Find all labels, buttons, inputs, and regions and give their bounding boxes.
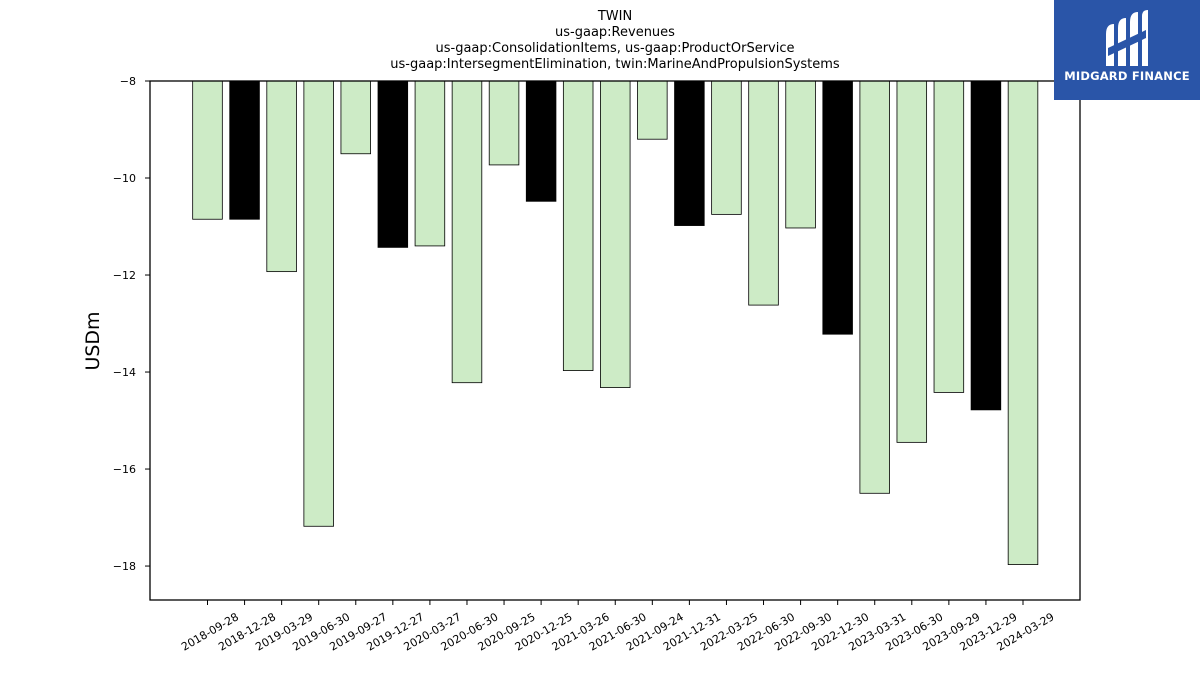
y-tick-label: −18 [113,560,136,573]
bar-2020-06-30 [451,80,483,384]
bar-2022-09-30 [785,80,816,229]
bar-2020-12-25 [525,80,557,202]
bar-2021-09-24 [637,80,668,140]
bar-2022-12-30 [822,80,853,335]
y-tick-label: −12 [113,269,136,282]
y-tick-label: −10 [113,172,136,185]
y-axis-label: USDm [82,311,104,370]
bar-2018-12-28 [229,80,260,220]
bars-group [192,80,1039,565]
y-tick-label: −16 [113,463,136,476]
bar-2020-09-25 [488,80,520,166]
bar-2021-12-31 [674,80,705,226]
plot-frame [149,80,1081,601]
bar-2019-12-27 [377,80,409,248]
chart-title-line-4: us-gaap:IntersegmentElimination, twin:Ma… [390,57,840,72]
bar-2021-03-26 [562,80,594,371]
bar-2019-06-30 [303,80,334,527]
logo-text: MIDGARD FINANCE [1064,69,1190,83]
bar-2019-09-27 [340,80,372,155]
chart-title-line-2: us-gaap:Revenues [555,25,675,40]
bar-2020-03-27 [414,80,446,247]
bar-2023-03-31 [859,80,890,494]
bar-2018-09-28 [192,80,223,220]
bar-2024-03-29 [1007,80,1039,565]
midgard-finance-logo: MIDGARD FINANCE [1054,0,1200,100]
y-tick-label: −8 [120,75,136,88]
chart-title-line-1: TWIN [597,9,632,24]
bar-2021-06-30 [600,80,631,388]
chart-title-line-3: us-gaap:ConsolidationItems, us-gaap:Prod… [436,41,795,56]
bar-2023-06-30 [896,80,928,443]
bar-2022-03-25 [711,80,742,215]
y-axis: −8 −10 −12 −14 −16 −18 [113,75,150,573]
y-tick-label: −14 [113,366,136,379]
midgard-logo-icon [1106,10,1148,66]
bar-2023-12-29 [970,80,1002,411]
chart-title: TWIN us-gaap:Revenues us-gaap:Consolidat… [390,9,840,72]
x-axis: 2018-09-282018-12-282019-03-292019-06-30… [179,600,1057,654]
bar-2023-09-29 [933,80,965,393]
bar-2019-03-29 [266,80,297,273]
bar-2022-06-30 [748,80,779,306]
